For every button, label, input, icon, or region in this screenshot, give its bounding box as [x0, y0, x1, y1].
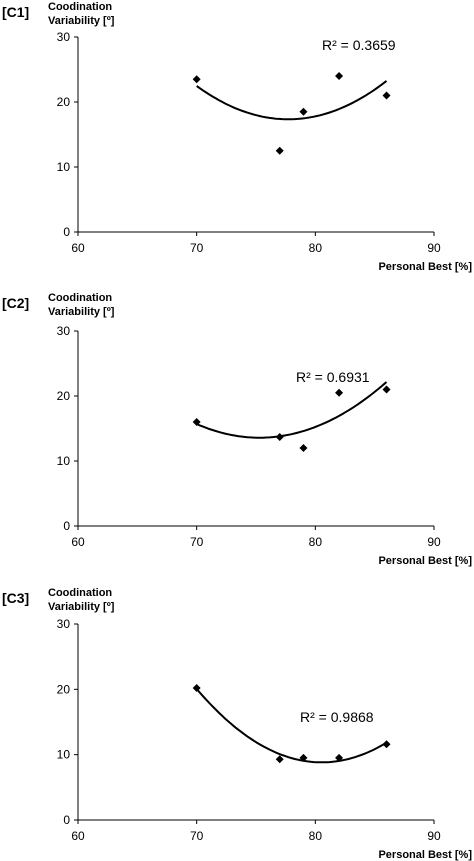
x-tick-label: 60	[71, 829, 85, 843]
y-tick-label: 0	[63, 813, 70, 827]
data-point	[275, 432, 284, 441]
annotation: R² = 0.6931	[296, 369, 370, 385]
data-point	[335, 388, 344, 397]
panel-label: [C2]	[2, 295, 29, 311]
y-tick-label: 30	[57, 30, 71, 44]
y-tick-label: 20	[57, 95, 71, 109]
x-tick-label: 90	[427, 535, 441, 549]
y-tick-label: 30	[57, 324, 71, 338]
data-point	[275, 146, 284, 155]
annotation: R² = 0.9868	[300, 709, 374, 725]
data-point	[275, 755, 284, 764]
y-axis-label: Variability [º]	[48, 601, 115, 613]
y-tick-label: 20	[57, 682, 71, 696]
x-tick-label: 70	[190, 829, 204, 843]
data-point	[382, 740, 391, 749]
y-tick-label: 20	[57, 389, 71, 403]
y-tick-label: 0	[63, 225, 70, 239]
x-axis-label: Personal Best [%]	[378, 555, 472, 567]
x-tick-label: 80	[309, 241, 323, 255]
y-axis-label: Variability [º]	[48, 15, 115, 27]
data-point	[299, 107, 308, 116]
x-tick-label: 80	[309, 829, 323, 843]
annotation: R² = 0.3659	[322, 37, 396, 53]
x-tick-label: 90	[427, 829, 441, 843]
panel-label: [C1]	[2, 4, 29, 20]
x-tick-label: 60	[71, 241, 85, 255]
data-point	[335, 753, 344, 762]
data-point	[299, 444, 308, 452]
panel-label: [C3]	[2, 590, 29, 606]
data-point	[299, 753, 308, 762]
data-point	[382, 91, 391, 100]
y-axis-label: Coodination	[48, 292, 112, 304]
x-axis-label: Personal Best [%]	[378, 261, 472, 273]
x-tick-label: 70	[190, 241, 204, 255]
y-tick-label: 10	[57, 748, 71, 762]
trendline	[195, 688, 388, 764]
data-point	[382, 385, 391, 394]
trendline	[196, 381, 388, 439]
data-point	[192, 418, 201, 426]
x-axis-label: Personal Best [%]	[378, 849, 472, 861]
trendline	[196, 80, 388, 121]
y-tick-label: 10	[57, 454, 71, 468]
x-tick-label: 60	[71, 535, 85, 549]
y-axis-label: Coodination	[48, 1, 112, 13]
x-tick-label: 70	[190, 535, 204, 549]
x-tick-label: 80	[309, 535, 323, 549]
y-axis-label: Variability [º]	[48, 306, 115, 318]
y-tick-label: 30	[57, 617, 71, 631]
y-axis-label: Coodination	[48, 587, 112, 599]
y-tick-label: 0	[63, 519, 70, 533]
data-point	[335, 72, 344, 80]
x-tick-label: 90	[427, 241, 441, 255]
data-point	[192, 75, 201, 84]
data-point	[192, 684, 201, 693]
y-tick-label: 10	[57, 160, 71, 174]
